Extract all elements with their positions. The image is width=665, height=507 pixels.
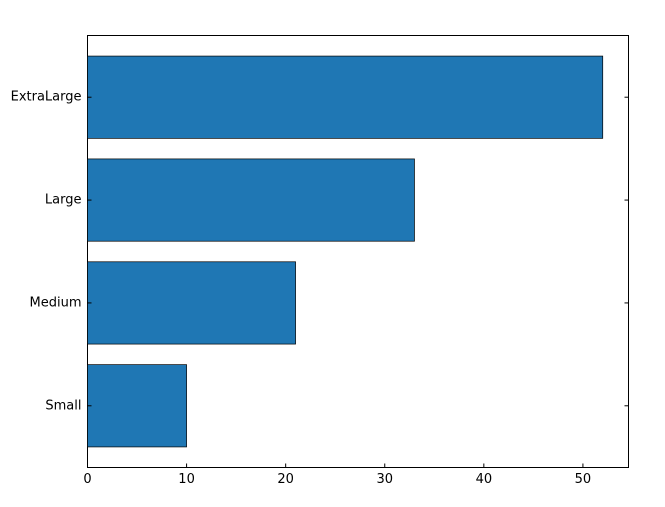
x-tick-label: 50 (575, 472, 592, 487)
y-tick-label: Small (45, 398, 81, 413)
bar (87, 158, 415, 242)
x-tick-label: 40 (476, 472, 493, 487)
plot-frame (87, 35, 629, 468)
x-tick-label: 0 (83, 472, 91, 487)
bar (87, 364, 187, 448)
x-tick-label: 30 (376, 472, 393, 487)
bar (87, 261, 296, 345)
y-tick-label: ExtraLarge (11, 90, 82, 105)
x-tick-label: 20 (277, 472, 294, 487)
x-tick-label: 10 (178, 472, 195, 487)
bar (87, 55, 604, 139)
y-tick-label: Large (45, 193, 82, 208)
y-tick-label: Medium (30, 295, 82, 310)
